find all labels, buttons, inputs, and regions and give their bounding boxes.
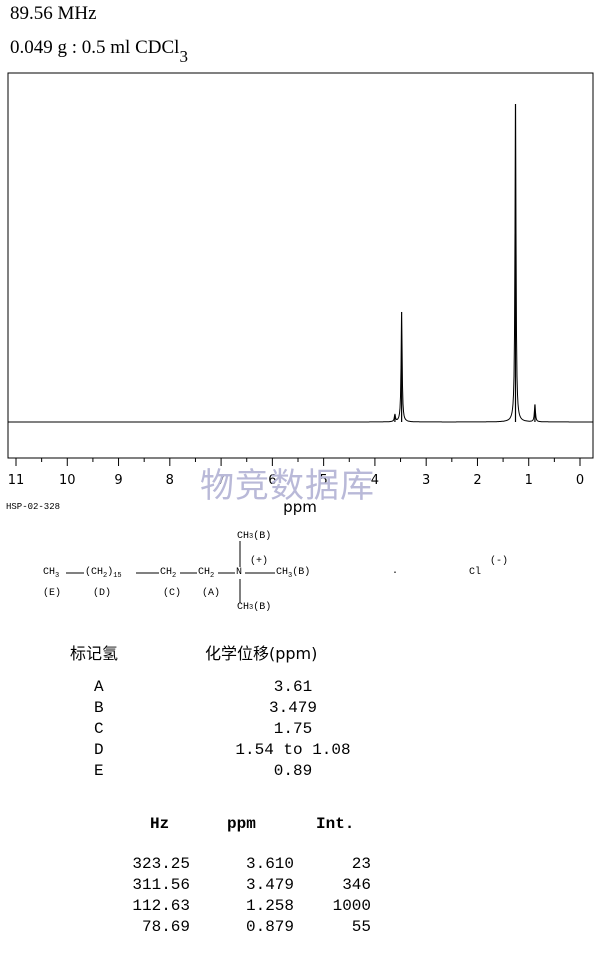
spectrum-code: HSP-02-328: [6, 502, 61, 512]
sample-subscript: 3: [179, 47, 188, 66]
ch3-left: CH3: [43, 567, 60, 580]
assignment-row-label: B: [94, 699, 104, 717]
assignment-row-shift: 1.54 to 1.08: [235, 741, 351, 759]
peak-cell-ppm: 0.879: [245, 918, 294, 936]
x-tick-label: 1: [525, 473, 533, 488]
x-tick-label: 3: [422, 473, 430, 488]
label-c: (C): [163, 588, 182, 599]
methyl-right-label: (B): [292, 567, 311, 578]
x-axis: 11 10 9 8 7 6 5 4 3 2 1 0: [8, 457, 593, 488]
ch2-c: CH2: [160, 567, 177, 580]
x-tick-label: 9: [114, 473, 122, 488]
peak-cell-int: 1000: [332, 897, 371, 915]
assignment-row-label: D: [94, 741, 104, 759]
peak-cell-ppm: 3.479: [245, 876, 294, 894]
ch2-chain-count: 15: [113, 572, 122, 580]
ch2-a: CH2: [198, 567, 215, 580]
charge-minus: (-): [490, 556, 509, 567]
x-tick-label: 4: [371, 473, 379, 488]
spectrum-trace: [8, 103, 593, 423]
assignment-row-shift: 1.75: [273, 720, 313, 738]
peak-cell-int: 346: [342, 876, 371, 894]
spectrometer-frequency: 89.56 MHz: [10, 3, 97, 24]
methyl-top-sub: 3: [249, 533, 254, 541]
peak-header-int: Int.: [316, 815, 355, 833]
assignment-row-shift: 3.61: [273, 678, 313, 696]
chloride: Cl: [469, 567, 482, 578]
assignment-row-label: A: [94, 678, 104, 696]
nitrogen-atom: N: [236, 567, 243, 578]
x-tick-label: 11: [8, 473, 25, 488]
peak-header-hz: Hz: [150, 815, 170, 833]
ch2-c-sub: 2: [172, 572, 177, 580]
label-d: (D): [93, 588, 112, 599]
plot-frame: [7, 72, 594, 459]
structure-bonds: [66, 541, 275, 603]
methyl-top-label: (B): [253, 531, 272, 542]
ch2-a-text: CH: [198, 567, 211, 578]
ch2-chain-close: ): [107, 567, 114, 578]
x-tick-label: 10: [59, 473, 76, 488]
peak-cell-int: 23: [351, 855, 371, 873]
peak-cell-hz: 323.25: [132, 855, 190, 873]
assignment-row-shift: 3.479: [268, 699, 317, 717]
x-tick-label: 5: [319, 473, 327, 488]
peak-cell-hz: 78.69: [141, 918, 190, 936]
label-e: (E): [43, 588, 62, 599]
methyl-bottom-sub: 3: [249, 604, 254, 612]
methyl-right: CH3(B): [276, 567, 311, 580]
assignment-row-label: C: [94, 720, 104, 738]
ch2-chain: (CH2)15: [85, 567, 122, 580]
ch2-c-text: CH: [160, 567, 173, 578]
x-axis-label: ppm: [283, 498, 317, 516]
assignment-header-label: 标记氢: [70, 644, 119, 663]
methyl-top: CH3(B): [237, 531, 271, 542]
x-tick-label: 7: [217, 473, 225, 488]
peak-cell-hz: 311.56: [132, 876, 190, 894]
peak-cell-int: 55: [351, 918, 371, 936]
assignment-header-shift: 化学位移(ppm): [205, 644, 318, 663]
ch2-chain-sub: 2: [103, 572, 108, 580]
watermark-text: 物竞数据库: [200, 466, 375, 506]
methyl-bottom-text: CH: [237, 602, 250, 613]
methyl-right-sub: 3: [288, 572, 293, 580]
x-tick-label: 2: [473, 473, 481, 488]
assignment-row-shift: 0.89: [273, 762, 313, 780]
assignment-row-label: E: [94, 762, 104, 780]
sample-prefix: 0.049 g : 0.5 ml CDCl: [10, 37, 180, 58]
nmr-spectrum-chart: 11 10 9 8 7 6 5 4 3 2 1 0 ppm: [7, 72, 594, 516]
methyl-top-text: CH: [237, 531, 250, 542]
methyl-bottom-label: (B): [253, 602, 272, 613]
ion-dot: .: [392, 566, 399, 577]
x-tick-label: 8: [166, 473, 174, 488]
ch3-left-sub: 3: [55, 572, 60, 580]
peak-cell-hz: 112.63: [132, 897, 190, 915]
methyl-right-text: CH: [276, 567, 289, 578]
peak-cell-ppm: 1.258: [245, 897, 294, 915]
sample-concentration: 0.049 g : 0.5 ml CDCl3: [10, 37, 188, 66]
charge-plus: (+): [250, 556, 269, 567]
peak-cell-ppm: 3.610: [245, 855, 294, 873]
ch2-a-sub: 2: [210, 572, 215, 580]
ch2-chain-text: (CH: [85, 567, 104, 578]
x-tick-label: 0: [576, 473, 584, 488]
methyl-bottom: CH3(B): [237, 602, 271, 613]
label-a: (A): [202, 588, 221, 599]
ch3-left-text: CH: [43, 567, 56, 578]
spectrum-trace-group: [8, 103, 593, 423]
x-tick-label: 6: [268, 473, 276, 488]
peak-header-ppm: ppm: [227, 815, 256, 833]
